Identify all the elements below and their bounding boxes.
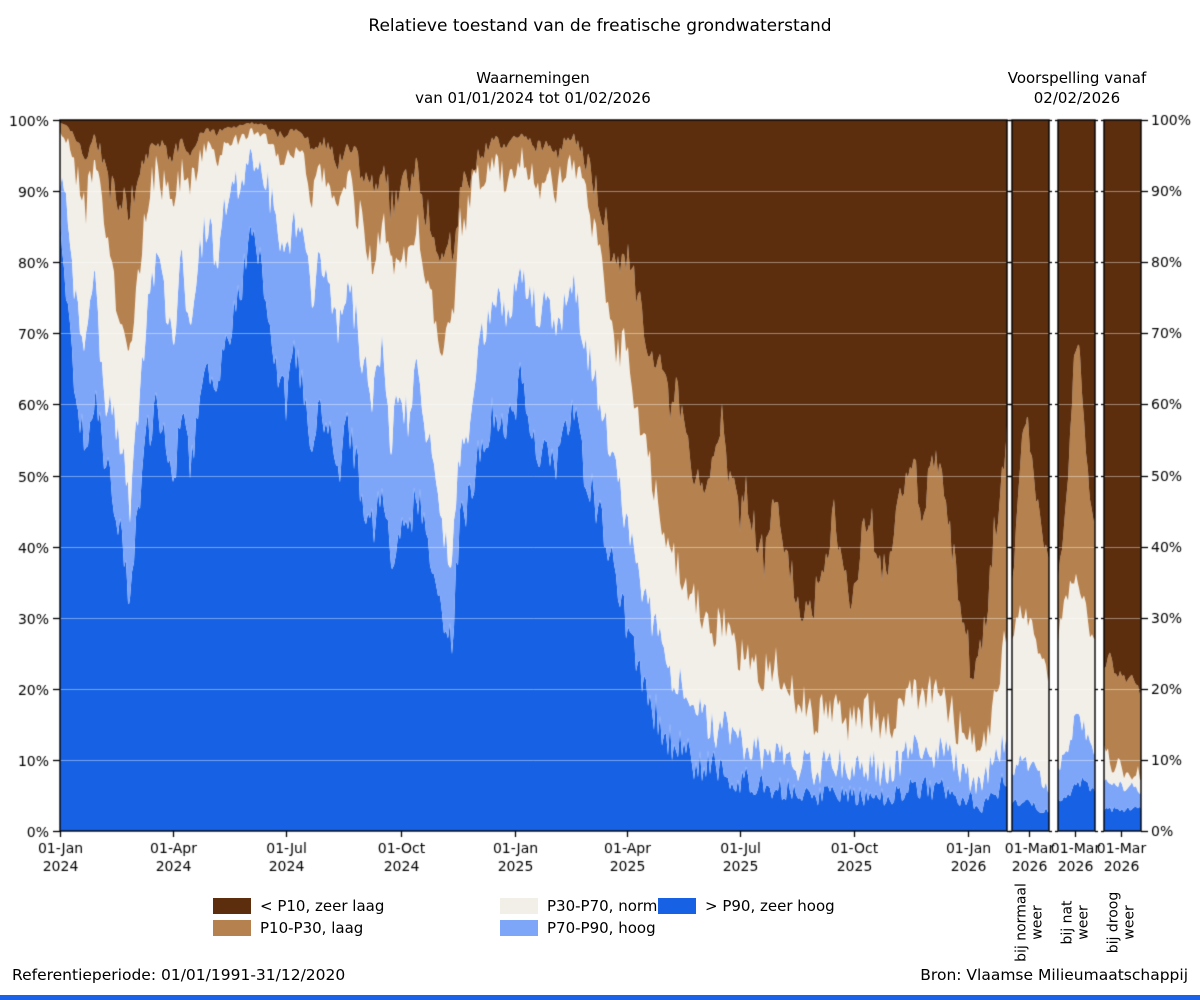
source-text: Bron: Vlaamse Milieumaatschappij [920,966,1188,984]
forecast-subtitle-line1: Voorspelling vanaf [1007,69,1147,87]
legend-swatch-laag [213,920,251,936]
legend-item-zeer-laag: < P10, zeer laag [213,897,384,915]
legend-label-normaal: P30-P70, normaal [547,897,680,915]
legend-label-zeer-laag: < P10, zeer laag [260,897,385,915]
observations-subtitle: Waarnemingen van 01/01/2024 tot 01/02/20… [333,68,733,108]
legend-item-normaal: P30-P70, normaal [500,897,680,915]
legend-label-laag: P10-P30, laag [260,919,364,937]
scenario-label-normaal-weer: bij normaal weer [1013,883,1046,962]
bottom-accent-bar [0,995,1200,1000]
legend-label-hoog: P70-P90, hoog [547,919,656,937]
forecast-subtitle: Voorspelling vanaf 02/02/2026 [967,68,1187,108]
page-title: Relatieve toestand van de freatische gro… [368,16,832,36]
legend-label-zeer-hoog: > P90, zeer hoog [705,897,835,915]
observations-subtitle-line2: van 01/01/2024 tot 01/02/2026 [415,89,651,107]
legend-swatch-zeer-laag [213,898,251,914]
observations-subtitle-line1: Waarnemingen [476,69,590,87]
reference-period-text: Referentieperiode: 01/01/1991-31/12/2020 [12,966,346,984]
legend-item-hoog: P70-P90, hoog [500,919,656,937]
legend-swatch-hoog [500,920,538,936]
legend-swatch-normaal [500,898,538,914]
legend-item-laag: P10-P30, laag [213,919,363,937]
legend-item-zeer-hoog: > P90, zeer hoog [658,897,835,915]
legend-swatch-zeer-hoog [658,898,696,914]
scenario-label-droog-weer: bij droog weer [1105,891,1138,954]
forecast-subtitle-line2: 02/02/2026 [1033,89,1121,107]
scenario-label-nat-weer: bij nat weer [1059,900,1092,945]
